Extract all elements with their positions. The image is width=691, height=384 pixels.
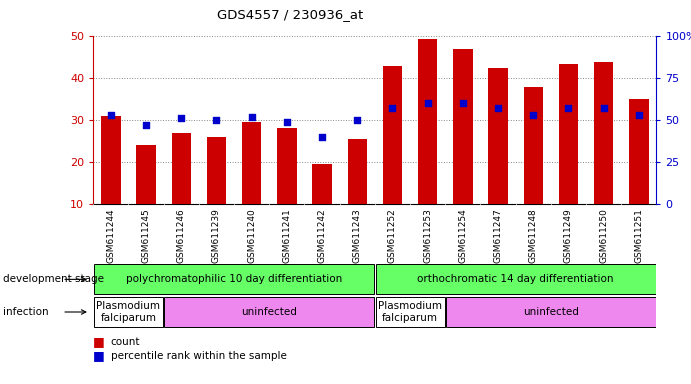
Text: GSM611250: GSM611250 [599, 208, 608, 263]
Text: orthochromatic 14 day differentiation: orthochromatic 14 day differentiation [417, 274, 614, 285]
Point [563, 105, 574, 111]
Point [140, 122, 151, 128]
Text: GSM611249: GSM611249 [564, 208, 573, 263]
Point [316, 134, 328, 140]
Bar [594, 61, 614, 204]
Text: GSM611239: GSM611239 [212, 208, 221, 263]
Text: Plasmodium
falciparum: Plasmodium falciparum [97, 301, 160, 323]
Bar [242, 122, 261, 204]
Point [176, 115, 187, 121]
Text: GSM611252: GSM611252 [388, 208, 397, 263]
Text: GSM611246: GSM611246 [177, 208, 186, 263]
Bar [136, 145, 155, 204]
Point [246, 114, 257, 120]
Text: GSM611240: GSM611240 [247, 208, 256, 263]
Bar [383, 66, 402, 204]
Bar [171, 132, 191, 204]
Point [528, 112, 539, 118]
Text: GSM611241: GSM611241 [283, 208, 292, 263]
Text: GSM611244: GSM611244 [106, 208, 115, 263]
Text: uninfected: uninfected [241, 307, 297, 317]
Text: ■: ■ [93, 335, 109, 348]
Bar [348, 139, 367, 204]
Text: development stage: development stage [3, 274, 104, 285]
Point [493, 105, 504, 111]
FancyBboxPatch shape [376, 264, 656, 295]
Text: GSM611248: GSM611248 [529, 208, 538, 263]
Text: GSM611253: GSM611253 [423, 208, 432, 263]
Bar [453, 49, 473, 204]
FancyBboxPatch shape [94, 264, 374, 295]
Point [105, 112, 116, 118]
Text: GSM611243: GSM611243 [353, 208, 362, 263]
Point [352, 117, 363, 123]
Point [422, 100, 433, 106]
Bar [418, 38, 437, 204]
Bar [630, 99, 649, 204]
Text: infection: infection [3, 307, 49, 317]
Text: GSM611245: GSM611245 [142, 208, 151, 263]
Text: GSM611254: GSM611254 [458, 208, 467, 263]
Bar [524, 87, 543, 204]
Bar [277, 128, 296, 204]
Text: GSM611242: GSM611242 [318, 208, 327, 263]
Bar [101, 116, 120, 204]
FancyBboxPatch shape [94, 297, 163, 327]
Point [211, 117, 222, 123]
Point [598, 105, 609, 111]
Text: percentile rank within the sample: percentile rank within the sample [111, 351, 287, 361]
Point [634, 112, 645, 118]
Text: polychromatophilic 10 day differentiation: polychromatophilic 10 day differentiatio… [126, 274, 342, 285]
FancyBboxPatch shape [164, 297, 374, 327]
FancyBboxPatch shape [376, 297, 444, 327]
Text: ■: ■ [93, 349, 109, 362]
Bar [489, 68, 508, 204]
Bar [559, 64, 578, 204]
Text: GSM611251: GSM611251 [634, 208, 643, 263]
Text: Plasmodium
falciparum: Plasmodium falciparum [378, 301, 442, 323]
Bar [312, 164, 332, 204]
Text: uninfected: uninfected [523, 307, 579, 317]
Point [387, 105, 398, 111]
Text: GSM611247: GSM611247 [493, 208, 502, 263]
Point [281, 119, 292, 125]
Text: GDS4557 / 230936_at: GDS4557 / 230936_at [217, 8, 363, 21]
FancyBboxPatch shape [446, 297, 656, 327]
Text: count: count [111, 337, 140, 347]
Point [457, 100, 468, 106]
Bar [207, 137, 226, 204]
